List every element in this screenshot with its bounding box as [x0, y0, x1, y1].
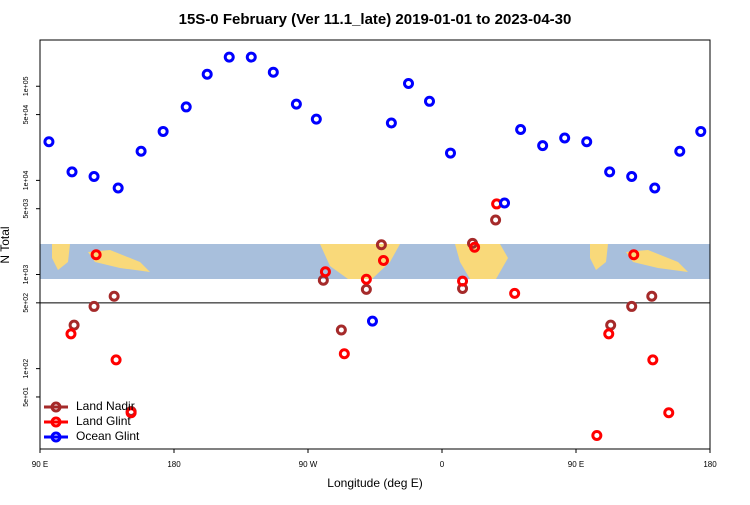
- point: [157, 125, 169, 137]
- point: [626, 170, 638, 182]
- point: [319, 266, 331, 278]
- point: [360, 283, 372, 295]
- point: [375, 239, 387, 251]
- point: [509, 287, 521, 299]
- point: [290, 98, 302, 110]
- y-tick-label: 1e+03: [23, 265, 30, 285]
- point: [335, 324, 347, 336]
- x-axis-label: Longitude (deg E): [327, 476, 422, 490]
- x-tick-label: 180: [703, 460, 717, 469]
- point: [245, 51, 257, 63]
- point: [338, 348, 350, 360]
- point: [628, 249, 640, 261]
- point: [515, 124, 527, 136]
- point: [366, 315, 378, 327]
- point: [603, 328, 615, 340]
- point: [663, 407, 675, 419]
- point: [695, 125, 707, 137]
- point: [267, 66, 279, 78]
- point: [68, 319, 80, 331]
- point: [223, 51, 235, 63]
- point: [469, 241, 481, 253]
- y-tick-label: 1e+02: [23, 359, 30, 379]
- point: [646, 290, 658, 302]
- point: [108, 290, 120, 302]
- point: [65, 328, 77, 340]
- point: [591, 429, 603, 441]
- point: [90, 249, 102, 261]
- point: [649, 182, 661, 194]
- point: [66, 166, 78, 178]
- land-shape: [590, 244, 688, 272]
- x-tick-label: 90 E: [568, 460, 584, 469]
- point: [112, 182, 124, 194]
- point: [457, 275, 469, 287]
- chart-title: 15S-0 February (Ver 11.1_late) 2019-01-0…: [179, 11, 572, 28]
- y-axis-label: N Total: [0, 226, 12, 263]
- point: [444, 147, 456, 159]
- point: [403, 77, 414, 89]
- legend-label: Land Glint: [76, 414, 131, 428]
- point: [490, 214, 502, 226]
- point: [360, 273, 372, 285]
- point: [647, 354, 659, 366]
- point: [604, 166, 616, 178]
- y-tick-label: 5e+04: [23, 105, 30, 125]
- point: [125, 407, 137, 419]
- y-tick-label: 5e+02: [23, 293, 30, 313]
- y-tick-label: 5e+03: [23, 199, 30, 219]
- point: [88, 300, 100, 312]
- land-shape: [52, 244, 150, 272]
- point: [499, 197, 511, 209]
- point: [43, 136, 55, 148]
- y-tick-label: 1e+05: [23, 76, 30, 96]
- land-shape: [455, 244, 508, 279]
- point: [626, 300, 638, 312]
- y-tick-label: 5e+01: [23, 387, 30, 407]
- point: [135, 145, 147, 157]
- y-tick-label: 1e+04: [23, 170, 30, 190]
- legend-marker: [50, 401, 62, 413]
- x-tick-label: 0: [440, 460, 445, 469]
- point: [674, 145, 686, 157]
- legend-marker: [50, 416, 62, 428]
- plot-frame: [39, 39, 711, 450]
- point: [88, 170, 100, 182]
- x-tick-label: 90 E: [32, 460, 48, 469]
- point: [537, 140, 549, 152]
- x-tick-label: 90 W: [299, 460, 318, 469]
- point: [377, 254, 389, 266]
- map-strip: [40, 244, 710, 279]
- point: [180, 101, 192, 113]
- legend-label: Land Nadir: [76, 399, 135, 413]
- point: [385, 117, 397, 129]
- land-shape: [320, 244, 400, 279]
- point: [581, 136, 593, 148]
- point: [559, 132, 571, 144]
- legend-marker: [50, 431, 62, 443]
- x-tick-label: 180: [167, 460, 181, 469]
- point: [423, 95, 435, 107]
- point: [310, 113, 322, 125]
- legend-label: Ocean Glint: [76, 429, 140, 443]
- point: [110, 354, 122, 366]
- point: [201, 68, 213, 80]
